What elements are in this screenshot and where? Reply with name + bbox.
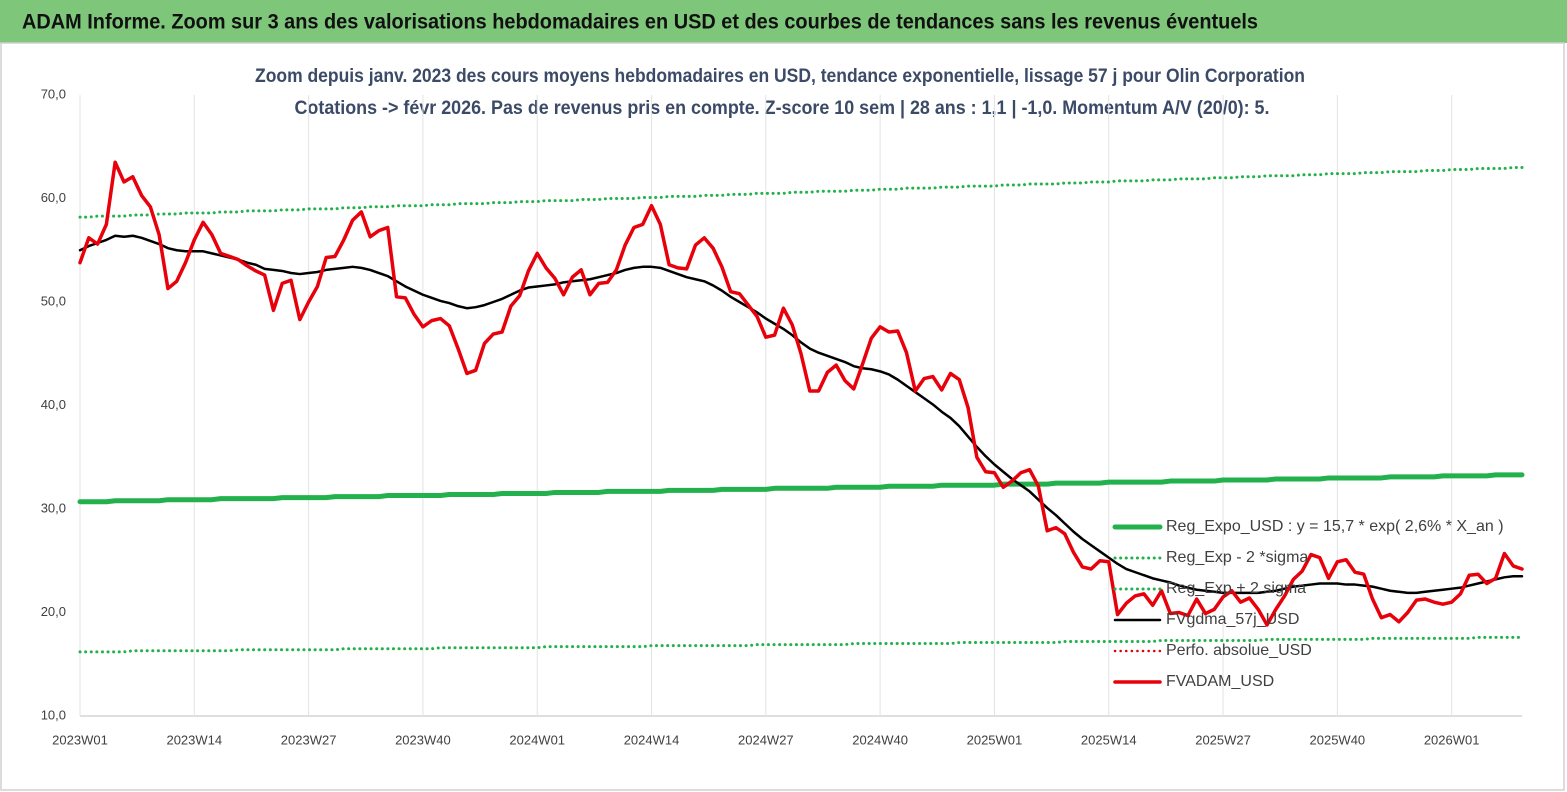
y-tick-label: 50,0 [41, 293, 66, 308]
y-tick-label: 70,0 [41, 86, 66, 101]
series-line [78, 160, 1524, 627]
y-tick-label: 30,0 [41, 500, 66, 515]
legend-label: Reg_Exp - 2 *sigma [1166, 549, 1308, 566]
header-bar [0, 0, 1567, 43]
legend-label: Reg_Exp + 2 sigma [1166, 580, 1306, 597]
x-tick-label: 2023W01 [52, 732, 108, 747]
y-tick-label: 20,0 [41, 604, 66, 619]
x-tick-label: 2024W01 [509, 732, 565, 747]
x-tick-label: 2025W40 [1310, 732, 1366, 747]
y-tick-label: 10,0 [41, 707, 66, 722]
chart-frame [0, 42, 1565, 791]
legend-label: Perfo. absolue_USD [1166, 642, 1312, 659]
header-title: ADAM Informe. Zoom sur 3 ans des valoris… [22, 11, 1258, 34]
x-tick-label: 2026W01 [1424, 732, 1480, 747]
x-tick-label: 2024W27 [738, 732, 794, 747]
x-tick-label: 2023W14 [166, 732, 222, 747]
x-tick-label: 2023W40 [395, 732, 451, 747]
legend-label: Reg_Expo_USD : y = 15,7 * exp( 2,6% * X_… [1166, 518, 1504, 535]
legend-label: FVgdma_57j_USD [1166, 611, 1299, 628]
x-tick-label: 2024W40 [852, 732, 908, 747]
x-tick-label: 2023W27 [281, 732, 337, 747]
chart-title: Zoom depuis janv. 2023 des cours moyens … [255, 66, 1305, 87]
x-tick-label: 2025W14 [1081, 732, 1137, 747]
y-tick-label: 40,0 [41, 397, 66, 412]
series-line [78, 635, 1524, 654]
legend-label: FVADAM_USD [1166, 673, 1274, 690]
chart-subtitle: Cotations -> févr 2026. Pas de revenus p… [295, 98, 1270, 119]
series-line [78, 165, 1524, 219]
x-tick-label: 2025W01 [967, 732, 1023, 747]
x-tick-label: 2025W27 [1195, 732, 1251, 747]
y-tick-label: 60,0 [41, 190, 66, 205]
x-tick-label: 2024W14 [624, 732, 680, 747]
series-line [77, 472, 1525, 505]
